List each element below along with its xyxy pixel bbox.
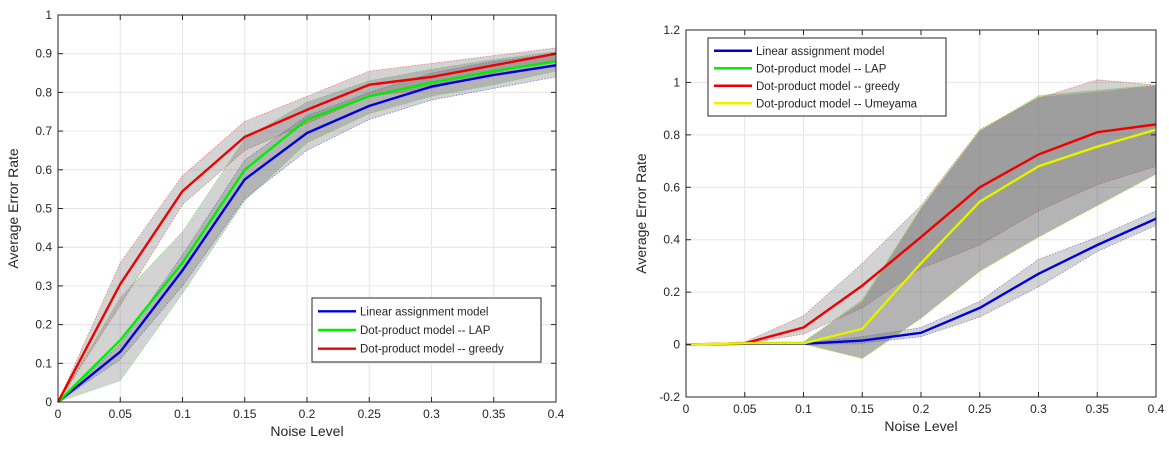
x-tick-label: 0.1 [795,402,812,416]
y-tick-label: 0.2 [35,318,52,332]
x-tick-label: 0.2 [913,402,930,416]
x-tick-label: 0.35 [482,407,506,421]
legend-label-3: Dot-product model -- greedy [756,81,900,93]
series-line-3 [685,123,1157,346]
legend-label-1: Linear assignment model [360,306,489,318]
legend-label-3: Dot-product model -- greedy [360,344,504,356]
x-tick-label: 0.15 [233,407,257,421]
y-tick-label: 0.6 [663,180,680,194]
y-tick-label: 1 [45,8,52,22]
y-axis-label: Average Error Rate [633,153,649,274]
legend-label-2: Dot-product model -- LAP [360,325,491,337]
legend-label-1: Linear assignment model [756,46,885,58]
x-tick-label: 0.05 [109,407,133,421]
x-tick-label: 0.4 [1148,402,1165,416]
y-tick-label: 0.2 [663,285,680,299]
y-tick-label: 0.6 [35,163,52,177]
x-tick-label: 0.25 [358,407,382,421]
x-tick-label: 0.05 [733,402,757,416]
y-tick-label: 0.8 [35,85,52,99]
y-tick-label: -0.2 [659,390,680,404]
y-tick-label: 0.4 [35,240,52,254]
y-tick-label: 0.1 [35,356,52,370]
legend: Linear assignment model Dot-product model… [311,297,542,363]
y-tick-label: 1 [673,75,680,89]
y-tick-label: 0.7 [35,124,52,138]
series-band-3 [685,79,1157,345]
x-tick-label: 0.1 [174,407,191,421]
series-line-4 [685,128,1157,346]
series-line-2 [57,60,557,403]
legend: Linear assignment model Dot-product model… [707,37,947,117]
x-axis-label: Noise Level [884,418,957,434]
y-tick-label: 0.3 [35,279,52,293]
series-band-1 [57,53,557,403]
x-tick-label: 0.35 [1086,402,1110,416]
x-tick-label: 0.15 [851,402,875,416]
y-tick-label: 1.2 [663,23,680,37]
y-tick-label: 0 [673,338,680,352]
x-tick-label: 0 [55,407,62,421]
y-tick-label: 0.9 [35,47,52,61]
x-tick-label: 0.25 [968,402,992,416]
x-tick-label: 0.2 [299,407,316,421]
legend-label-4: Dot-product model -- Umeyama [756,98,918,110]
chart-2: 0 0.05 0.1 0.15 0.2 0.25 0.3 0.35 0.4-0.200.20.4… [633,23,1165,434]
y-tick-label: 0.8 [663,128,680,142]
x-axis-label: Noise Level [270,423,343,439]
x-tick-label: 0.3 [1030,402,1047,416]
y-axis-label: Average Error Rate [5,148,21,269]
series-line-3 [56,52,557,403]
x-tick-label: 0 [683,402,690,416]
x-tick-label: 0.3 [423,407,440,421]
series-band-1 [685,210,1157,345]
y-tick-label: 0.5 [35,202,52,216]
chart-1: 0 0.05 0.1 0.15 0.2 0.25 0.3 0.35 0.4 0 0.1 0.2 0.3 0… [5,8,565,439]
x-tick-label: 0.4 [548,407,565,421]
y-tick-label: 0.4 [663,233,680,247]
series-line-1 [57,64,557,403]
y-tick-label: 0 [45,395,52,409]
legend-label-2: Dot-product model -- LAP [756,63,887,75]
